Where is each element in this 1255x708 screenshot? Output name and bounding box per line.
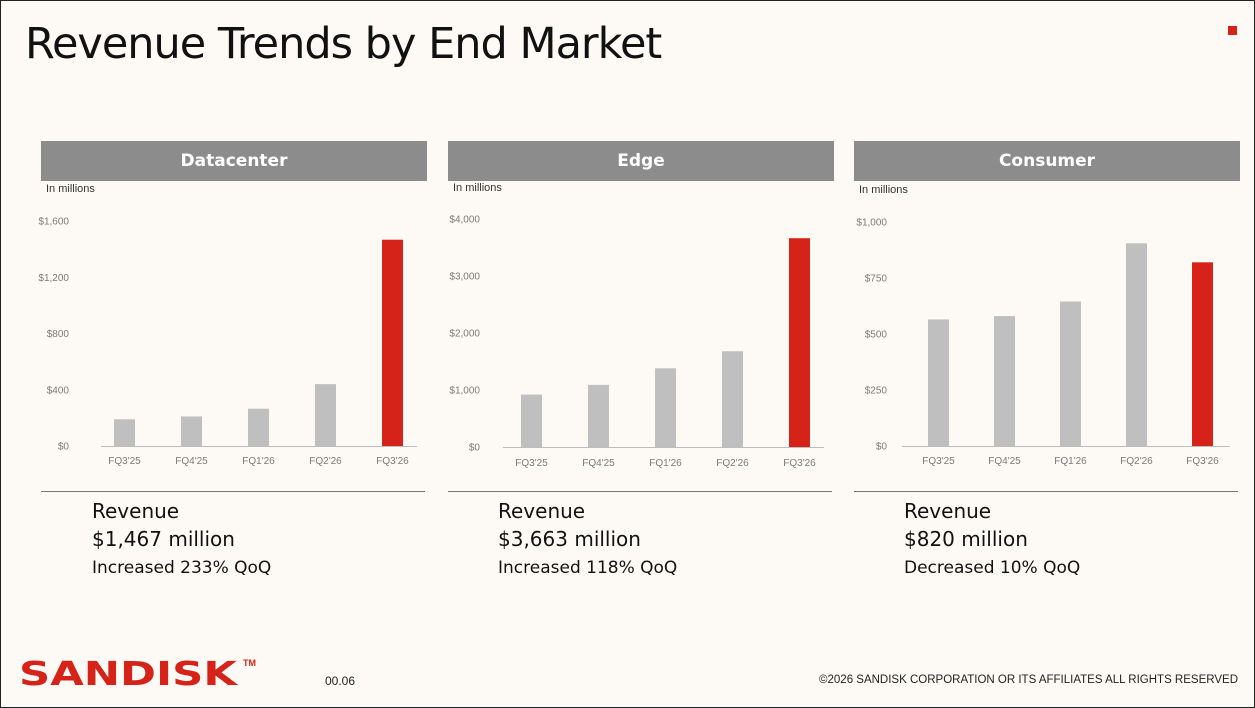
y-tick-label: $800 <box>47 329 70 340</box>
y-tick-label: $1,000 <box>449 386 480 397</box>
bar-fq226 <box>315 384 336 446</box>
revenue-label: Revenue <box>904 499 992 523</box>
revenue-value: $820 million <box>904 527 1028 551</box>
bar-fq226 <box>722 351 743 447</box>
page-title: Revenue Trends by End Market <box>25 19 662 69</box>
x-tick-label: FQ1'26 <box>1054 456 1087 467</box>
bar-fq126 <box>248 408 269 446</box>
datacenter-bar-chart: $0 $400 $800 $1,200 $1,600 FQ3'25 FQ4'25 FQ1'26… <box>38 217 417 467</box>
revenue-label: Revenue <box>498 499 586 523</box>
y-tick-label: $4,000 <box>449 215 480 226</box>
bar-fq226 <box>1126 243 1147 446</box>
panel-header: Datacenter <box>41 141 427 181</box>
y-tick-label: $400 <box>47 385 70 396</box>
panel-divider <box>854 491 1238 492</box>
bar-fq425 <box>181 416 202 446</box>
y-tick-label: $500 <box>865 330 888 341</box>
sandisk-logo: SANDISK TM <box>19 655 256 689</box>
page-number: 00.06 <box>325 674 356 688</box>
unit-label: In millions <box>46 183 95 195</box>
x-tick-label: FQ3'26 <box>783 458 816 469</box>
x-tick-label: FQ4'25 <box>988 456 1021 467</box>
y-tick-label: $1,200 <box>38 273 69 284</box>
unit-label: In millions <box>859 184 908 196</box>
panel-divider <box>41 491 425 492</box>
x-tick-label: FQ4'25 <box>582 458 615 469</box>
x-tick-label: FQ2'26 <box>1120 456 1153 467</box>
panel-header: Consumer <box>854 141 1240 181</box>
y-tick-label: $0 <box>876 442 888 453</box>
bar-fq425 <box>994 316 1015 446</box>
revenue-label: Revenue <box>92 499 180 523</box>
x-tick-label: FQ2'26 <box>309 456 342 467</box>
x-tick-label: FQ3'25 <box>515 458 548 469</box>
x-tick-label: FQ1'26 <box>649 458 682 469</box>
bar-fq326 <box>1192 262 1213 446</box>
panel-datacenter: Datacenter In millions $0 $400 $800 $1,200 $… <box>38 141 427 501</box>
revenue-value: $3,663 million <box>498 527 641 551</box>
panel-edge: Edge In millions $0 $1,000 $2,000 $3,000 $4,… <box>448 141 834 501</box>
bar-fq126 <box>1060 301 1081 446</box>
revenue-value: $1,467 million <box>92 527 235 551</box>
y-tick-label: $2,000 <box>449 329 480 340</box>
revenue-change: Decreased 10% QoQ <box>904 558 1081 578</box>
x-tick-label: FQ3'25 <box>108 456 141 467</box>
bar-fq126 <box>655 368 676 447</box>
logo-wordmark: SANDISK <box>19 655 239 689</box>
x-tick-label: FQ2'26 <box>716 458 749 469</box>
panel-divider <box>448 491 832 492</box>
y-tick-label: $0 <box>469 443 481 454</box>
panel-header: Edge <box>448 141 834 181</box>
copyright-notice: ©2026 SANDISK CORPORATION OR ITS AFFILIA… <box>819 674 1238 686</box>
bar-fq325 <box>928 319 949 446</box>
bar-fq325 <box>114 419 135 446</box>
consumer-bar-chart: $0 $250 $500 $750 $1,000 FQ3'25 FQ4'25 FQ1'26 FQ… <box>856 218 1230 467</box>
y-tick-label: $1,000 <box>856 218 887 229</box>
x-tick-label: FQ3'26 <box>1186 456 1219 467</box>
y-tick-label: $1,600 <box>38 217 69 228</box>
revenue-change: Increased 233% QoQ <box>92 558 272 578</box>
unit-label: In millions <box>453 182 502 194</box>
y-tick-label: $0 <box>58 442 70 453</box>
y-tick-label: $750 <box>865 274 888 285</box>
y-tick-label: $250 <box>865 386 888 397</box>
edge-bar-chart: $0 $1,000 $2,000 $3,000 $4,000 FQ3'25 FQ4'25 FQ… <box>449 215 824 469</box>
svg-text:TM: TM <box>243 658 256 668</box>
x-tick-label: FQ4'25 <box>175 456 208 467</box>
datacenter-summary: Revenue $1,467 million Increased 233% Qo… <box>92 497 271 582</box>
x-tick-label: FQ3'26 <box>376 456 409 467</box>
panel-consumer: Consumer In millions $0 $250 $500 $750 $1,00… <box>854 141 1240 501</box>
y-tick-label: $3,000 <box>449 272 480 283</box>
x-tick-label: FQ3'25 <box>922 456 955 467</box>
edge-summary: Revenue $3,663 million Increased 118% Qo… <box>498 497 677 582</box>
bar-fq425 <box>588 384 609 447</box>
bar-fq325 <box>521 394 542 447</box>
bar-fq326 <box>382 239 403 446</box>
bar-fq326 <box>789 238 810 447</box>
consumer-summary: Revenue $820 million Decreased 10% QoQ <box>904 497 1080 582</box>
corner-accent-square <box>1228 26 1237 35</box>
x-tick-label: FQ1'26 <box>242 456 275 467</box>
revenue-change: Increased 118% QoQ <box>498 558 678 578</box>
